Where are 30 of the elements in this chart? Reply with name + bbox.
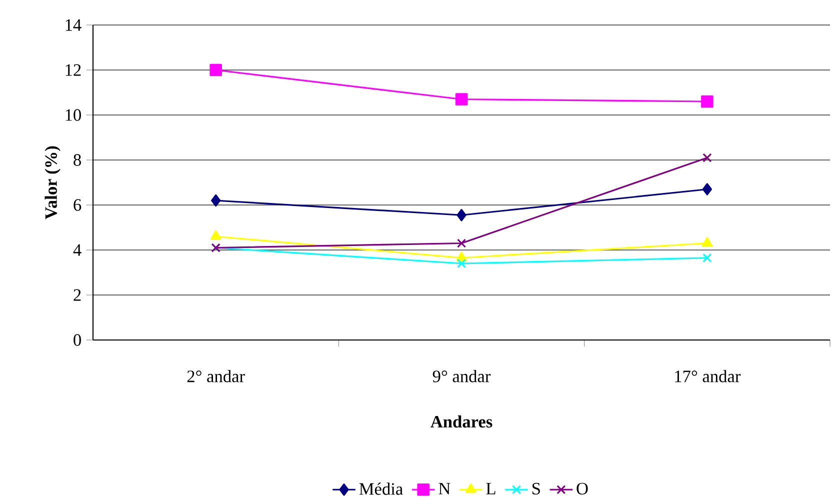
point [211, 194, 221, 207]
y-tick-label: 8 [74, 154, 81, 166]
x-tick-label: 2° andar [187, 370, 245, 382]
point [702, 237, 713, 247]
legend-label: L [486, 482, 496, 494]
point [702, 153, 712, 162]
point [456, 208, 466, 222]
legend-label: N [438, 482, 450, 494]
point [210, 64, 222, 76]
y-axis-title: Valor (%) [44, 146, 60, 220]
y-tick-label: 0 [74, 334, 81, 346]
point [210, 230, 222, 240]
y-tick-label: 10 [66, 109, 81, 121]
point [455, 93, 468, 106]
point [702, 253, 712, 262]
y-tick-label: 2 [74, 289, 81, 301]
point [456, 258, 466, 268]
point [702, 183, 712, 196]
x-tick-label: 17° andar [675, 370, 741, 382]
point [456, 238, 466, 248]
legend-label: Média [359, 482, 403, 495]
y-tick-label: 4 [73, 244, 82, 256]
y-tick-label: 14 [66, 19, 82, 31]
x-axis-title: Andares [430, 415, 492, 428]
y-tick-label: 6 [74, 199, 82, 211]
y-tick-label: 12 [66, 64, 81, 76]
point [701, 95, 714, 108]
legend-label: O [576, 482, 588, 495]
x-tick-label: 9° andar [432, 370, 491, 382]
legend-label: S [532, 482, 540, 495]
